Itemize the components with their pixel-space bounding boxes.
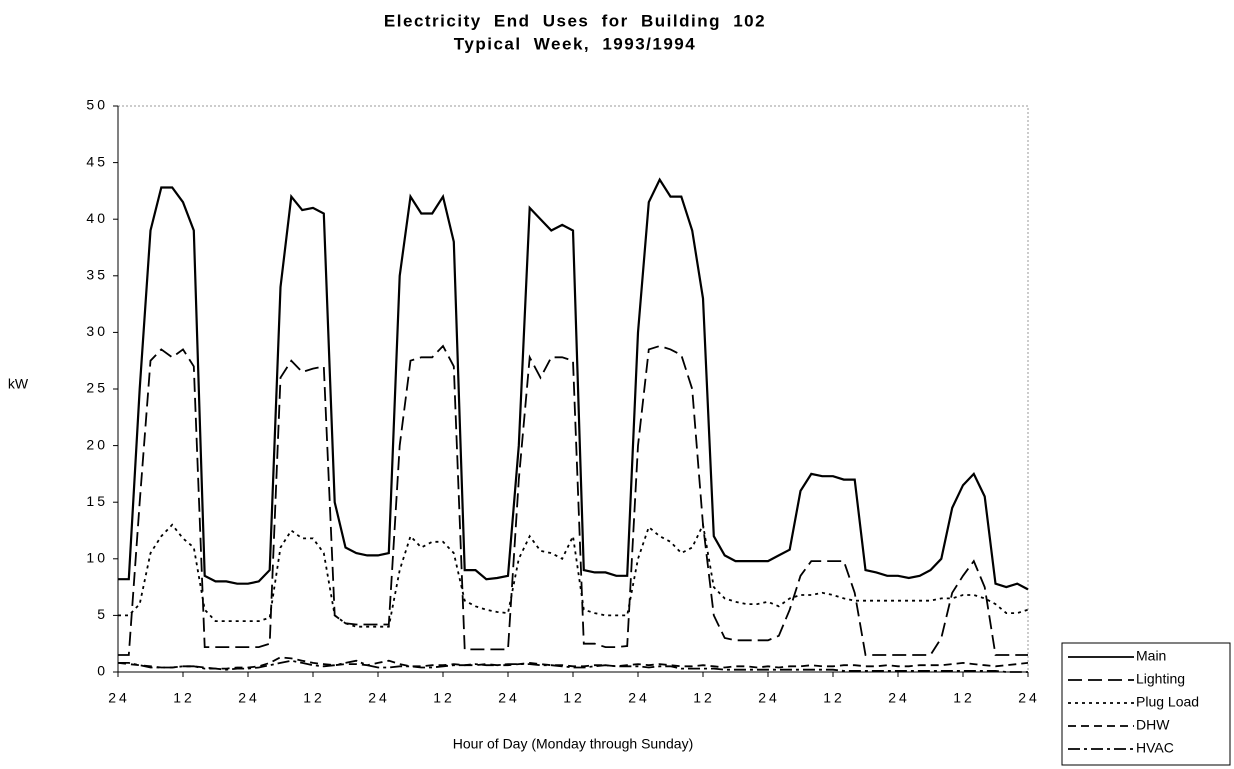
y-tick-label: 25 [86,380,108,396]
x-tick-label: 24 [108,690,130,706]
series-line [118,344,1028,656]
x-tick-label: 24 [888,690,910,706]
y-tick-label: 10 [86,550,108,566]
x-tick-label: 12 [563,690,585,706]
series-line [118,177,1029,591]
x-tick-label: 24 [758,690,780,706]
series-line [118,659,1028,673]
x-tick-label: 12 [693,690,715,706]
x-axis-label: Hour of Day (Monday through Sunday) [453,736,693,752]
legend-box [1061,642,1231,766]
y-axis-label: kW [8,376,29,392]
series-line [117,656,1029,670]
legend-label: Main [1136,648,1166,664]
legend-label: HVAC [1136,740,1174,756]
chart-title: Electricity End Uses for Building 102 [384,11,766,30]
y-tick-label: 40 [86,210,108,226]
y-tick-label: 20 [86,436,108,452]
legend-label: Plug Load [1136,694,1199,710]
x-tick-label: 12 [303,690,325,706]
x-tick-label: 24 [238,690,260,706]
y-tick-label: 35 [86,267,108,283]
plot-frame [117,105,1029,673]
x-tick-label: 24 [1018,690,1040,706]
legend-label: DHW [1136,717,1170,733]
y-tick-label: 50 [86,97,108,113]
x-tick-label: 24 [628,690,650,706]
y-tick-label: 5 [97,606,108,622]
x-tick-label: 12 [433,690,455,706]
y-tick-label: 45 [86,153,108,169]
y-tick-label: 0 [97,663,108,679]
y-tick-label: 30 [86,323,108,339]
x-tick-label: 24 [368,690,390,706]
x-tick-label: 24 [498,690,520,706]
x-tick-label: 12 [173,690,195,706]
y-tick-label: 15 [86,493,108,509]
chart-subtitle: Typical Week, 1993/1994 [454,34,696,53]
legend-label: Lighting [1136,671,1185,687]
x-tick-label: 12 [823,690,845,706]
x-tick-label: 12 [953,690,975,706]
